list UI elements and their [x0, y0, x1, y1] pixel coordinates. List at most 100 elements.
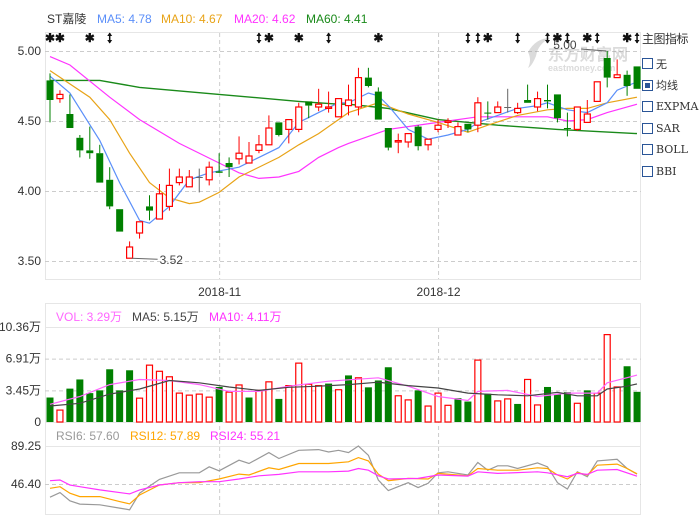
candle	[325, 91, 333, 113]
indicator-option-boll[interactable]: BOLL	[642, 139, 699, 161]
arrow-signal-icon	[475, 32, 481, 44]
candle-body	[285, 118, 293, 130]
vol-ma10-legend: MA10: 4.11万	[209, 310, 281, 324]
indicator-option-expma[interactable]: EXPMA	[642, 96, 699, 118]
indicator-option-sar[interactable]: SAR	[642, 118, 699, 140]
volume-bar	[46, 397, 54, 422]
candle	[484, 101, 492, 120]
volume-bar	[434, 392, 442, 423]
volume-bar	[116, 390, 124, 422]
candle-body	[56, 93, 64, 100]
star-signal-icon: ✱	[85, 31, 95, 45]
grid-lines	[45, 33, 641, 515]
candle-body	[583, 113, 591, 123]
candle	[474, 97, 482, 133]
volume-bar	[354, 377, 363, 423]
watermark-logo: 东方财富网 eastmoney.com	[528, 38, 628, 73]
stock-name: ST嘉陵	[47, 12, 86, 26]
volume-bar	[86, 393, 94, 422]
candle-body	[325, 106, 333, 109]
indicator-option-均线[interactable]: 均线	[642, 75, 699, 97]
candle-body	[215, 171, 223, 173]
indicator-option-label: BOLL	[656, 143, 688, 157]
ma5-line	[49, 75, 638, 224]
price-panel-frame	[45, 32, 641, 280]
candle	[255, 135, 263, 154]
candle-body	[553, 94, 561, 119]
candle	[106, 167, 114, 210]
candle-body	[514, 107, 522, 114]
candle-body	[573, 106, 581, 130]
volume-bar	[305, 383, 313, 423]
ma60-line	[50, 79, 638, 135]
indicator-option-bbi[interactable]: BBI	[642, 161, 699, 183]
volume-bar	[235, 384, 243, 423]
candle-body	[464, 123, 472, 130]
candle-body	[155, 193, 164, 220]
candle-body	[474, 102, 482, 126]
candle-body	[106, 179, 114, 207]
candle	[125, 241, 134, 259]
indicator-option-无[interactable]: 无	[642, 53, 699, 75]
candle	[155, 184, 164, 220]
candle	[533, 91, 542, 112]
candle	[623, 70, 631, 96]
candle-body	[434, 124, 442, 130]
volume-bar	[563, 392, 571, 422]
candle-body	[315, 103, 323, 108]
checkbox[interactable]	[642, 165, 653, 177]
candle	[165, 168, 173, 211]
volume-bar	[613, 386, 621, 423]
candle	[116, 209, 124, 232]
axis-labels: 5.00 4.50 4.00 3.50 2018-11 2018-12 10.36万 6.91…	[0, 44, 461, 491]
arrow-signal-icon	[256, 32, 262, 44]
candle-body	[374, 91, 382, 120]
candle	[434, 119, 442, 133]
volume-bar	[76, 379, 84, 422]
candle	[295, 102, 303, 133]
candle	[66, 94, 74, 128]
candle-body	[394, 140, 402, 143]
indicator-panel-frame	[45, 303, 641, 515]
candle-body	[454, 125, 462, 136]
checkbox[interactable]	[642, 144, 653, 156]
volume-bar	[553, 394, 561, 422]
checkbox[interactable]	[642, 101, 653, 113]
candle-body	[444, 120, 452, 123]
candle	[573, 106, 581, 131]
star-signal-icon: ✱	[264, 31, 274, 45]
rsi12-line	[49, 456, 638, 505]
checkbox[interactable]	[642, 79, 653, 91]
volume-bar	[364, 387, 372, 422]
volume-bar	[384, 367, 392, 422]
volume-bar	[225, 391, 233, 423]
volume-bar	[295, 362, 303, 423]
candle-body	[125, 246, 134, 259]
rsi12-legend: RSI12: 57.89	[130, 429, 200, 443]
price-tick-label: 4.50	[18, 114, 42, 128]
candle-body	[205, 166, 213, 181]
candle-body	[146, 206, 153, 211]
volume-bar	[414, 390, 422, 422]
volume-bar	[573, 402, 581, 423]
checkbox[interactable]	[642, 58, 653, 70]
volume-bars	[46, 334, 641, 423]
candle	[384, 128, 392, 151]
volume-tick-label: 10.36万	[0, 320, 41, 334]
star-signal-icon: ✱	[582, 31, 592, 45]
candle-body	[354, 76, 363, 108]
volume-bar	[66, 388, 74, 422]
ma5-legend: MA5: 4.78	[97, 12, 152, 26]
candle-body	[424, 138, 432, 146]
candle-body	[305, 101, 313, 106]
candle-body	[484, 112, 492, 114]
price-tick-label: 5.00	[18, 44, 42, 58]
checkbox[interactable]	[642, 122, 653, 134]
candle-body	[185, 176, 193, 188]
volume-bar	[404, 399, 412, 423]
arrow-signal-icon	[515, 32, 521, 44]
candle	[494, 101, 502, 114]
volume-bar	[96, 390, 104, 422]
candle-body	[563, 128, 571, 129]
